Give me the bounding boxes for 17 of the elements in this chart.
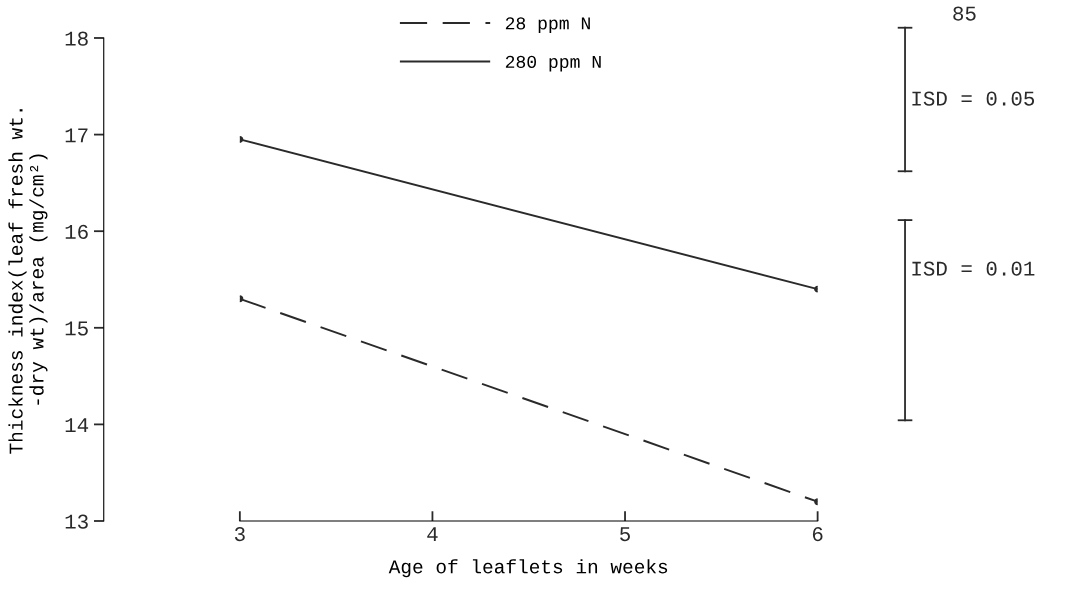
y-axis-title: Thickness index(leaf fresh wt. -dry wt)/area (mg/cm²) [8,109,48,454]
text: 85 [953,6,976,21]
legend-label: 28 ppm N [505,17,590,34]
y-tick-label: 18 [65,31,88,46]
y-tick-label: 15 [65,321,88,336]
y-tick-label: 17 [65,128,88,143]
text: ISD = 0.05 [912,91,1035,106]
y-tick-label: 14 [65,418,89,432]
text: ISD = 0.01 [912,261,1035,276]
x-tick-label: 3 [234,527,245,542]
x-tick-label: 6 [812,527,823,542]
y-tick-label: 16 [65,224,88,239]
legend-label: 280 ppm N [505,55,601,72]
x-axis-title: Age of leaflets in weeks [388,559,668,578]
y-tick-label: 13 [65,514,88,529]
x-tick-label: 5 [620,527,630,542]
x-tick-label: 4 [427,527,438,541]
